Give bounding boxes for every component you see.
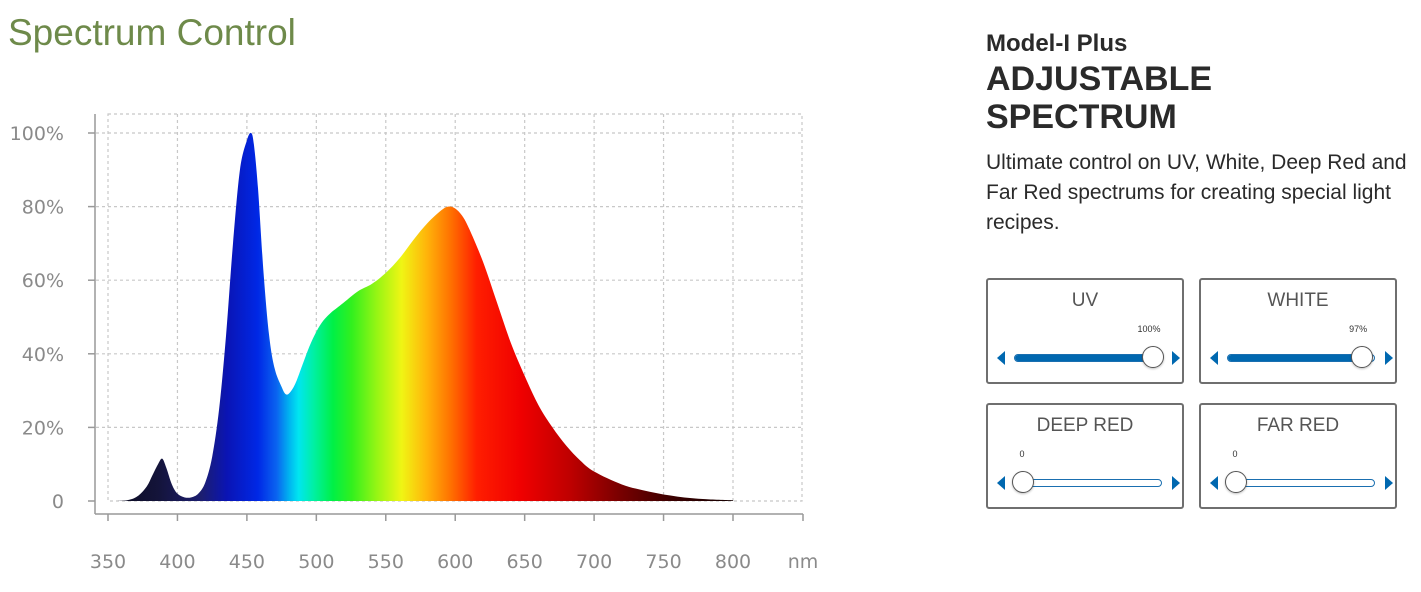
spectrum-chart: 350 400 450 500 550 600 650 700 750 800 nm 0 20% 40% 6… (10, 113, 819, 573)
white-control-card: WHITE 97% (1199, 278, 1397, 384)
model-name: Model-I Plus (986, 30, 1128, 57)
channel-label: UV (1071, 290, 1099, 311)
y-tick-label: 80% (22, 197, 64, 219)
x-axis-label: nm (788, 551, 819, 573)
spectrum-area-layer (114, 132, 733, 501)
uv-slider-thumb[interactable] (1142, 346, 1164, 368)
x-tick-label: 650 (507, 551, 543, 573)
chart-axes (88, 114, 804, 521)
spectrum-area (114, 132, 733, 501)
channel-value: 0 (1232, 449, 1238, 459)
decrease-arrow-icon[interactable] (997, 476, 1005, 490)
channel-value: 100% (1137, 324, 1161, 334)
x-tick-label: 550 (368, 551, 404, 573)
decrease-arrow-icon[interactable] (1210, 476, 1218, 490)
increase-arrow-icon[interactable] (1385, 351, 1393, 365)
product-panel: Model-I Plus ADJUSTABLE SPECTRUM Ultimat… (986, 30, 1416, 238)
x-tick-label: 400 (159, 551, 195, 573)
channel-value: 97% (1349, 324, 1368, 334)
white-slider-thumb[interactable] (1351, 346, 1374, 368)
channel-label: DEEP RED (1036, 415, 1134, 436)
decrease-arrow-icon[interactable] (1210, 351, 1218, 365)
x-tick-label: 750 (645, 551, 681, 573)
deep-red-slider-thumb[interactable] (1012, 471, 1034, 493)
far-red-control-card: FAR RED 0 (1199, 403, 1397, 509)
product-description: Ultimate control on UV, White, Deep Red … (986, 151, 1407, 234)
slider-fill (1228, 355, 1364, 361)
uv-slider-track[interactable] (1014, 354, 1162, 362)
spectrum-controls: UV 100% WHITE 97% DEEP RED 0 FAR RED 0 (986, 278, 1402, 514)
far-red-slider-thumb[interactable] (1225, 471, 1247, 493)
y-tick-label: 20% (22, 417, 64, 439)
x-tick-label: 500 (298, 551, 334, 573)
decrease-arrow-icon[interactable] (997, 351, 1005, 365)
y-tick-label: 40% (22, 344, 64, 366)
increase-arrow-icon[interactable] (1172, 476, 1180, 490)
white-slider-track[interactable] (1227, 354, 1375, 362)
channel-label: WHITE (1267, 290, 1329, 311)
y-tick-label: 0 (52, 491, 64, 513)
deep-red-slider-track[interactable] (1014, 479, 1162, 487)
x-tick-label: 350 (90, 551, 126, 573)
increase-arrow-icon[interactable] (1385, 476, 1393, 490)
x-tick-label: 700 (576, 551, 612, 573)
x-tick-label: 800 (715, 551, 751, 573)
slider-fill (1015, 355, 1154, 361)
far-red-slider-track[interactable] (1227, 479, 1375, 487)
headline: ADJUSTABLE SPECTRUM (986, 60, 1213, 136)
deep-red-control-card: DEEP RED 0 (986, 403, 1184, 509)
chart-tick-labels: 350 400 450 500 550 600 650 700 750 800 nm 0 20% 40% 6… (10, 123, 819, 573)
uv-control-card: UV 100% (986, 278, 1184, 384)
increase-arrow-icon[interactable] (1172, 351, 1180, 365)
x-tick-label: 600 (437, 551, 473, 573)
x-tick-label: 450 (229, 551, 265, 573)
channel-value: 0 (1019, 449, 1025, 459)
channel-label: FAR RED (1256, 415, 1340, 436)
page-title: Spectrum Control (8, 12, 296, 53)
y-tick-label: 60% (22, 270, 64, 292)
y-tick-label: 100% (10, 123, 64, 145)
